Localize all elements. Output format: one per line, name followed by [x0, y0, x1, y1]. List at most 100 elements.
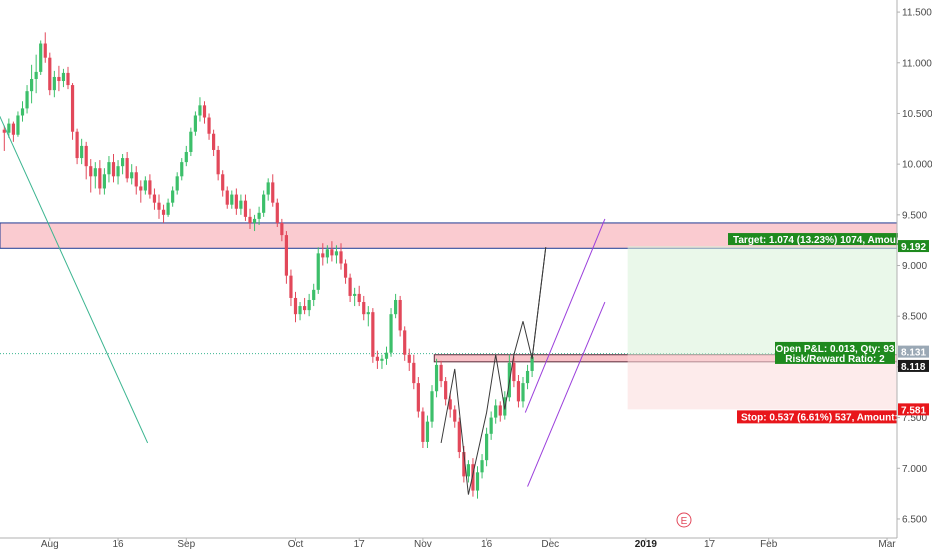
candle-body: [161, 209, 166, 215]
candle: [84, 141, 88, 180]
candle: [225, 186, 229, 209]
candle-body: [52, 76, 56, 91]
candle: [166, 198, 170, 217]
candle: [239, 194, 243, 215]
candle-body: [485, 433, 489, 461]
candle-body: [380, 358, 384, 361]
channel-lower-line: [527, 301, 606, 487]
candle: [171, 186, 175, 207]
candle: [39, 40, 43, 75]
candle: [425, 415, 430, 448]
candle: [389, 308, 393, 357]
candle: [221, 170, 225, 197]
candle-body: [521, 383, 525, 402]
candle-body: [252, 218, 257, 223]
candle-body: [234, 194, 238, 209]
candle: [61, 68, 66, 88]
y-tick-label: 9.500: [902, 210, 927, 221]
target-label-bg: [728, 233, 898, 246]
candle-body: [430, 391, 434, 422]
candle: [284, 231, 288, 284]
candle-body: [262, 194, 266, 213]
candle-body: [316, 253, 320, 290]
candle-body: [453, 409, 457, 422]
candle: [20, 101, 25, 122]
candle-body: [512, 362, 516, 382]
candle: [271, 174, 275, 207]
candle: [439, 360, 443, 388]
candle: [161, 204, 166, 223]
candle: [143, 176, 147, 195]
profit-zone: [627, 246, 897, 355]
candle: [453, 405, 457, 428]
y-tick-label: 10.500: [902, 109, 932, 120]
x-tick-label: Mar: [878, 539, 896, 550]
candle-body: [530, 356, 534, 371]
candle: [216, 145, 220, 181]
candle-body: [125, 158, 129, 179]
x-tick-label: 17: [704, 539, 716, 550]
candle-body: [330, 249, 334, 256]
candle: [357, 285, 361, 307]
candle: [180, 158, 184, 181]
candle: [243, 194, 248, 221]
candle-body: [84, 145, 88, 167]
candle: [353, 287, 357, 307]
candle-body: [157, 202, 161, 210]
candle-body: [221, 174, 225, 191]
price-tag-label: 7.581: [901, 405, 926, 416]
candle: [448, 393, 452, 418]
candle-body: [353, 293, 357, 296]
candle-body: [61, 72, 66, 82]
candle-body: [243, 200, 248, 217]
candle-body: [266, 182, 270, 195]
candle: [394, 293, 398, 319]
candle: [303, 297, 307, 315]
candle-body: [325, 249, 329, 258]
candle-body: [448, 399, 452, 410]
candle: [430, 385, 434, 428]
candle: [475, 466, 480, 499]
candle: [307, 293, 311, 317]
target-label: Target: 1.074 (13.23%) 1074, Amount: [733, 235, 906, 246]
candle: [75, 128, 79, 165]
candle: [102, 168, 106, 195]
candle-body: [475, 472, 480, 491]
candle-body: [225, 190, 229, 205]
candle: [334, 245, 339, 264]
candle-body: [80, 145, 84, 159]
y-tick-label: 9.000: [902, 261, 927, 272]
candle: [248, 208, 252, 230]
candle-body: [343, 263, 348, 278]
candle-body: [307, 299, 311, 311]
candle-body: [389, 314, 393, 353]
candle: [421, 407, 425, 448]
open-pnl-label: Open P&L: 0.013, Qty: 93: [776, 344, 895, 355]
candle: [403, 326, 407, 361]
candle-body: [384, 352, 389, 359]
candle-body: [102, 174, 106, 189]
candle-body: [516, 381, 521, 402]
y-tick-label: 10.000: [902, 160, 932, 171]
candle: [139, 180, 143, 203]
x-tick-label: Sep: [177, 539, 195, 550]
candle-body: [193, 115, 197, 132]
candle-body: [280, 222, 284, 236]
candle: [325, 245, 329, 264]
candle-body: [434, 364, 439, 392]
candle: [316, 247, 320, 294]
candle-body: [43, 43, 47, 58]
candle: [412, 354, 416, 390]
candle: [298, 302, 302, 321]
y-tick-label: 7.500: [902, 413, 927, 424]
candle: [416, 377, 420, 418]
x-tick-label: Dec: [541, 539, 559, 550]
stop-label: Stop: 0.537 (6.61%) 537, Amount:: [741, 412, 898, 423]
candle: [366, 306, 370, 327]
candle-body: [212, 133, 216, 150]
candle: [111, 154, 116, 183]
candle: [525, 364, 530, 390]
candle: [207, 113, 211, 140]
